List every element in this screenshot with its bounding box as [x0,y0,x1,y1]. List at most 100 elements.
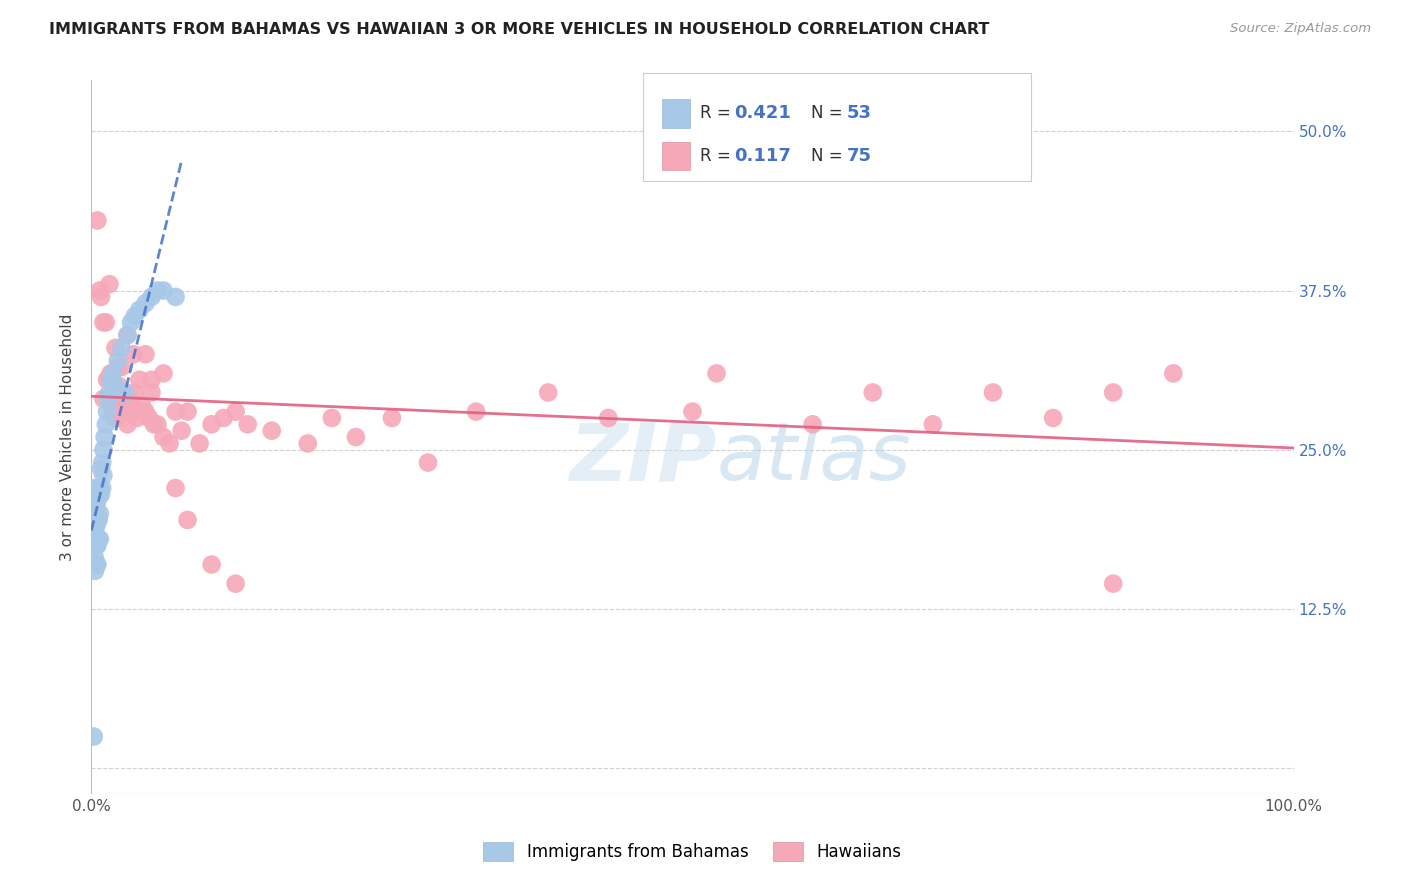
Point [134,404,156,418]
Text: 75: 75 [846,147,872,165]
Point [124,385,146,400]
Point [176,404,198,418]
Point [165,481,187,495]
Point [82,487,104,501]
Point [93,315,115,329]
Point [96,373,118,387]
Point [297,436,319,450]
Point [125,411,148,425]
Point [93,430,115,444]
Point [138,411,160,425]
Point [321,411,343,425]
Point [107,353,129,368]
Point [146,417,169,432]
Point [93,392,115,406]
Point [87,513,110,527]
Point [104,341,127,355]
Point [152,284,174,298]
Text: IMMIGRANTS FROM BAHAMAS VS HAWAIIAN 3 OR MORE VEHICLES IN HOUSEHOLD CORRELATION : IMMIGRANTS FROM BAHAMAS VS HAWAIIAN 3 OR… [49,22,990,37]
Point [131,398,153,412]
Point [110,341,132,355]
Point [416,456,439,470]
Point [122,347,145,361]
Point [98,385,121,400]
Point [89,507,111,521]
Point [84,538,107,552]
Point [598,411,620,425]
Point [141,385,163,400]
Point [128,373,150,387]
Point [89,532,111,546]
Text: ZIP: ZIP [569,419,717,498]
Point [108,379,131,393]
Point [128,404,150,418]
Point [93,442,115,457]
Point [1102,576,1125,591]
Point [134,347,156,361]
Point [128,302,150,317]
Point [465,404,488,418]
Point [84,513,107,527]
Point [83,481,105,495]
Point [84,500,107,515]
Point [110,359,132,374]
Point [101,404,124,418]
Point [120,315,142,329]
Point [152,367,174,381]
Point [89,481,111,495]
Point [706,367,728,381]
Point [104,379,127,393]
Text: N =: N = [811,104,848,122]
Point [96,404,118,418]
Point [260,424,283,438]
Point [86,493,108,508]
Point [84,532,107,546]
Point [83,538,105,552]
Text: atlas: atlas [717,419,911,498]
Point [83,507,105,521]
Point [170,424,193,438]
Point [212,411,235,425]
Point [86,213,108,227]
Point [681,404,703,418]
Text: Source: ZipAtlas.com: Source: ZipAtlas.com [1230,22,1371,36]
Point [84,551,107,566]
Text: R =: R = [700,147,737,165]
Point [188,436,211,450]
Point [94,417,117,432]
Point [1102,385,1125,400]
Point [90,487,112,501]
Point [98,277,121,292]
Legend: Immigrants from Bahamas, Hawaiians: Immigrants from Bahamas, Hawaiians [477,835,908,868]
Point [141,290,163,304]
Point [107,404,129,418]
Point [236,417,259,432]
Point [90,462,112,476]
Point [101,367,124,381]
Point [83,730,105,744]
Point [165,290,187,304]
Point [93,468,115,483]
Point [201,417,224,432]
Point [152,430,174,444]
Point [84,564,107,578]
Point [922,417,945,432]
Point [142,417,165,432]
Point [98,373,121,387]
Point [117,328,139,343]
Point [86,513,108,527]
Point [87,487,110,501]
Point [134,296,156,310]
Point [121,404,143,418]
Point [83,525,105,540]
Point [84,558,107,572]
Point [82,507,104,521]
Point [862,385,884,400]
Point [141,373,163,387]
Point [107,359,129,374]
Y-axis label: 3 or more Vehicles in Household: 3 or more Vehicles in Household [60,313,76,561]
Point [112,398,135,412]
Point [110,392,132,406]
Point [90,290,112,304]
Point [114,385,136,400]
